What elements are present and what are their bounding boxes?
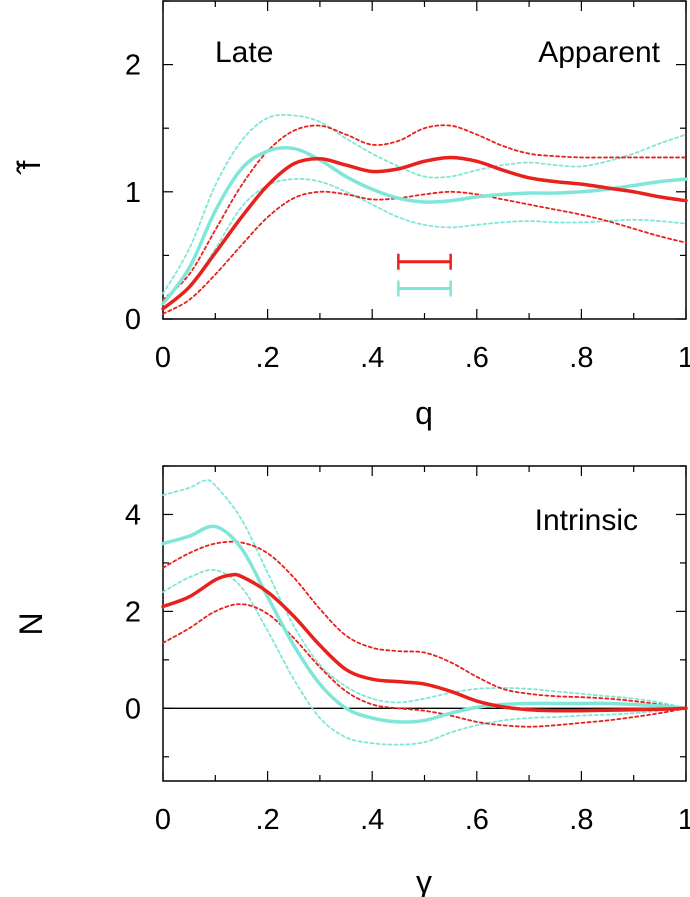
x-tick-label: .2	[256, 342, 280, 374]
bottom-x-axis-label: γ	[416, 864, 432, 897]
x-tick-label: .8	[569, 804, 593, 836]
series-line-red-lower	[162, 603, 687, 728]
error-bar-red	[397, 253, 452, 270]
bottom-y-axis-label: N	[13, 612, 49, 635]
series-line-cyan-upper	[162, 113, 687, 295]
top-x-axis-label: q	[415, 395, 433, 431]
x-tick-label: .2	[256, 804, 280, 836]
annotation-late: Late	[215, 36, 273, 69]
x-tick-label: .6	[465, 804, 489, 836]
y-tick-label: 4	[125, 499, 141, 531]
y-tick-label: 1	[125, 177, 141, 209]
annotation-apparent: Apparent	[538, 36, 660, 69]
error-bar-cyan	[397, 280, 452, 297]
series-line-cyan-lower	[162, 178, 687, 310]
x-tick-label: .4	[360, 804, 384, 836]
series-line-red-mean	[161, 155, 688, 311]
bottom-panel: 0 .2 .4 .6 .8 1 0 2 4 Intrinsic γ N	[13, 465, 690, 897]
y-tick-label: 0	[125, 693, 141, 725]
series-line-cyan-upper	[162, 479, 687, 710]
top-y-axis-label: ̂f	[11, 160, 47, 175]
series-line-red-lower	[162, 190, 687, 315]
x-tick-label: 0	[155, 804, 171, 836]
series-line-cyan-mean	[161, 146, 688, 306]
top-panel: 0 .2 .4 .6 .8 1 0 1 2 Late Apparent q ̂f	[11, 0, 690, 431]
annotation-intrinsic: Intrinsic	[535, 504, 638, 537]
x-tick-label: .8	[569, 342, 593, 374]
series-line-red-mean	[161, 572, 688, 713]
x-tick-label: .4	[360, 342, 384, 374]
series-line-red-upper	[162, 540, 687, 710]
y-tick-label: 2	[125, 596, 141, 628]
series-line-red-upper	[162, 124, 687, 301]
x-tick-label: .6	[465, 342, 489, 374]
x-tick-label: 1	[678, 342, 690, 374]
series-line-cyan-lower	[162, 568, 687, 746]
series-line-cyan-mean	[161, 524, 688, 724]
x-tick-label: 0	[155, 342, 171, 374]
y-tick-label: 0	[125, 304, 141, 336]
x-tick-label: 1	[678, 804, 690, 836]
y-tick-label: 2	[125, 50, 141, 82]
